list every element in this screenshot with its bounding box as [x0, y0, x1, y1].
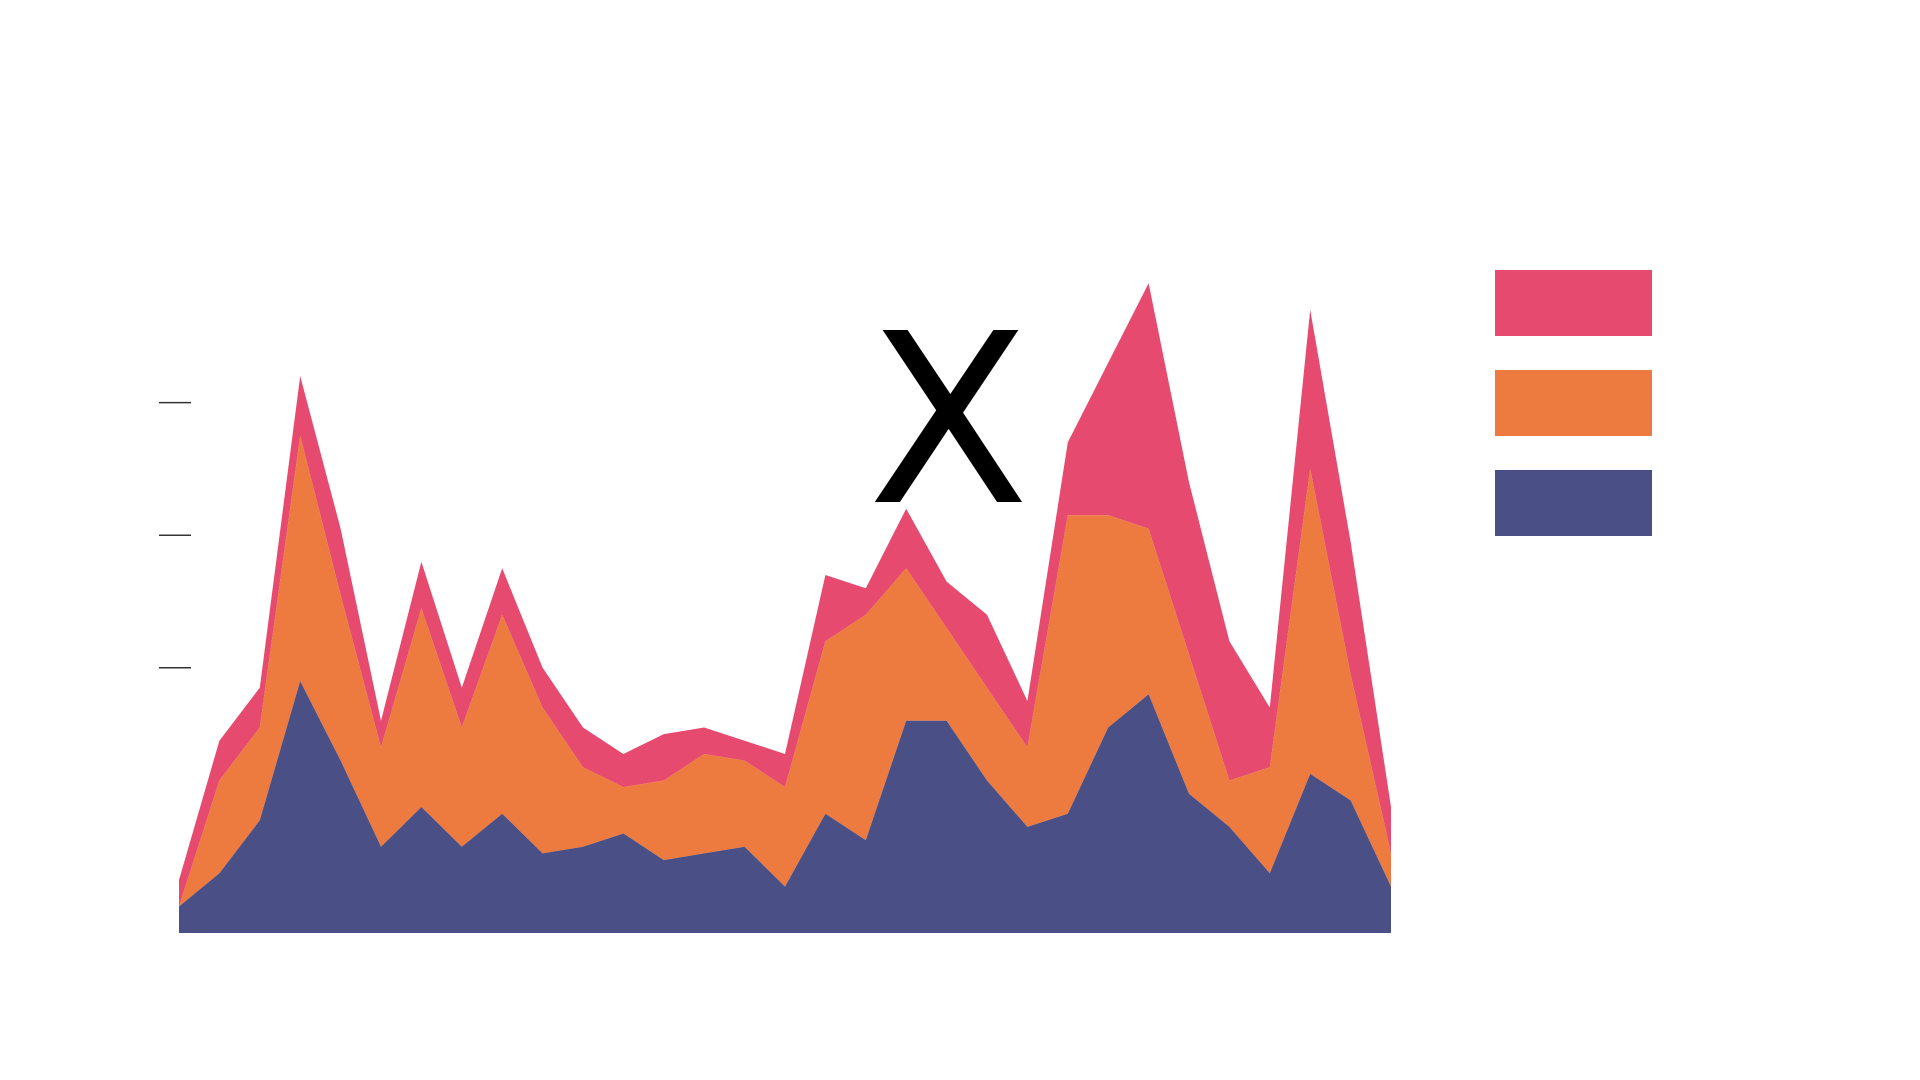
- series-area-2: [179, 283, 1391, 907]
- series-area-1: [179, 435, 1391, 907]
- annotation-label-0: X: [868, 283, 1030, 558]
- annotations: X: [868, 283, 1030, 558]
- legend-swatch-0: [1495, 470, 1652, 536]
- series-areas: [179, 283, 1391, 933]
- legend-swatch-1: [1495, 370, 1652, 436]
- y-axis-ticks: [159, 401, 191, 669]
- legend: [1495, 270, 1652, 536]
- series-area-0: [179, 681, 1391, 933]
- legend-swatch-2: [1495, 270, 1652, 336]
